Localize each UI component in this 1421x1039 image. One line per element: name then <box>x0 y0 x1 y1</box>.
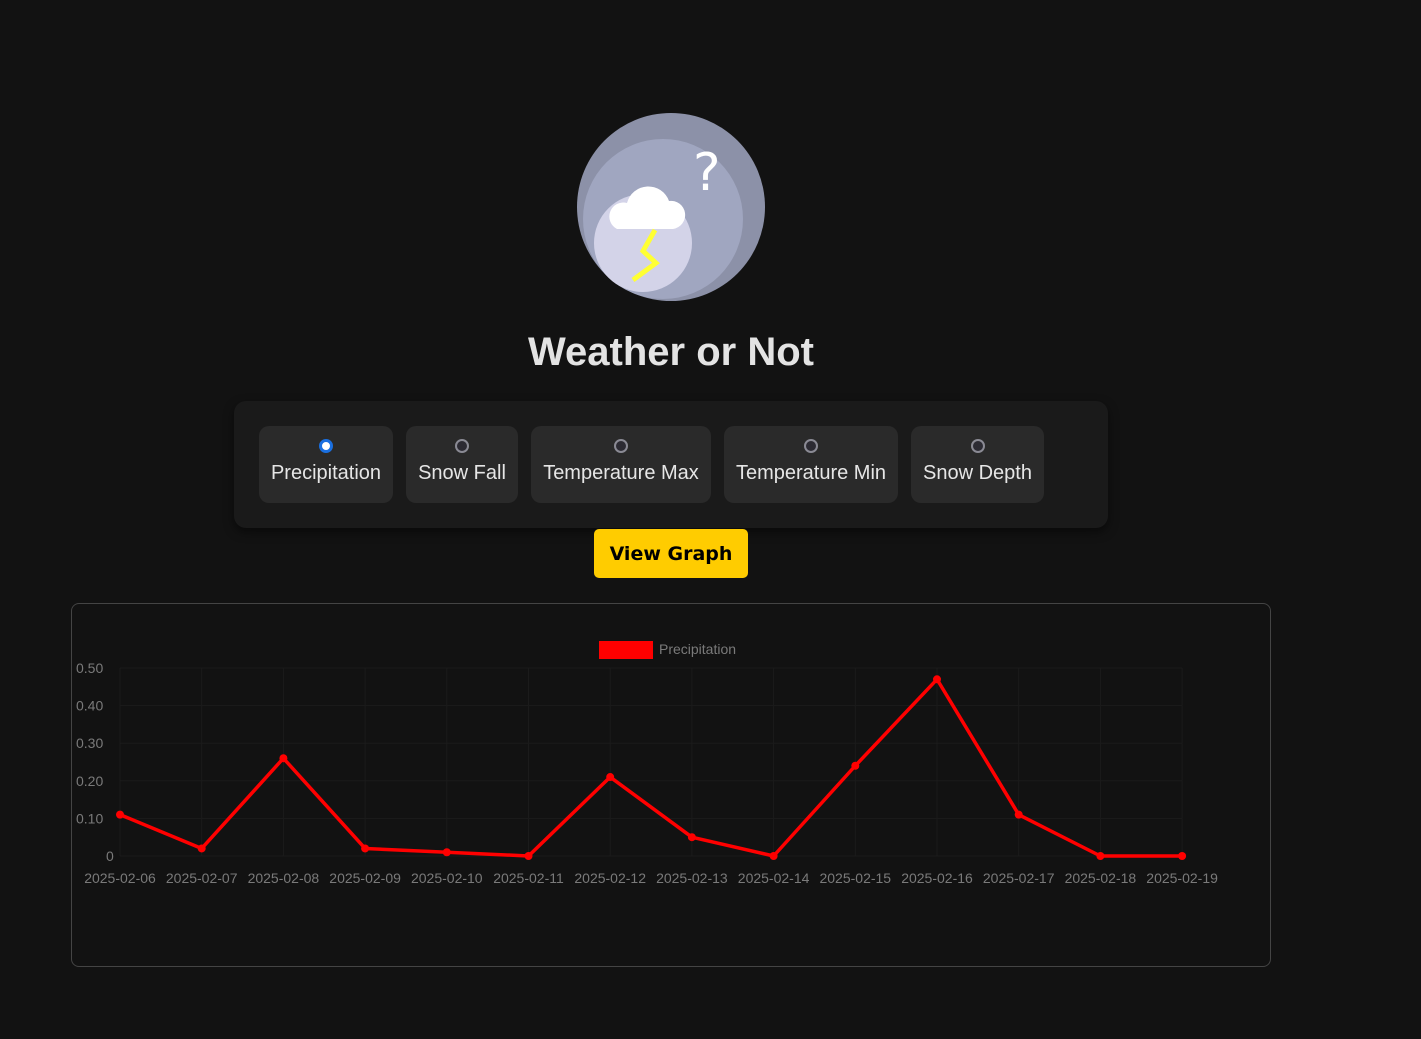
legend-label: Precipitation <box>659 641 736 657</box>
data-point[interactable] <box>1178 852 1187 860</box>
data-point[interactable] <box>197 844 206 853</box>
chart-panel: Precipitation 0 0.10 0.20 0.30 0.40 0.50 2025-… <box>71 603 1271 967</box>
x-tick-label: 2025-02-14 <box>738 870 810 886</box>
y-tick-label: 0 <box>106 848 114 864</box>
x-tick-label: 2025-02-07 <box>166 870 238 886</box>
y-tick-label: 0.40 <box>76 698 103 714</box>
x-tick-label: 2025-02-11 <box>493 870 564 886</box>
data-point[interactable] <box>851 761 860 770</box>
option-precipitation[interactable]: Precipitation <box>259 426 393 503</box>
line-chart: Precipitation 0 0.10 0.20 0.30 0.40 0.50 2025-… <box>76 641 1218 886</box>
data-point[interactable] <box>687 833 696 842</box>
radio-snow-fall[interactable] <box>455 439 469 453</box>
data-point[interactable] <box>606 773 615 782</box>
series-line-precipitation <box>119 677 1183 858</box>
option-temperature-max[interactable]: Temperature Max <box>531 426 711 503</box>
x-tick-label: 2025-02-17 <box>983 870 1055 886</box>
option-label: Temperature Max <box>543 462 699 484</box>
data-point[interactable] <box>1014 810 1023 819</box>
logo-storm-cloud-question-icon: ? <box>577 113 765 301</box>
svg-text:?: ? <box>693 143 721 203</box>
view-graph-button[interactable]: View Graph <box>594 529 748 578</box>
option-label: Precipitation <box>270 462 382 484</box>
option-label: Snow Fall <box>418 462 506 484</box>
data-point[interactable] <box>279 754 288 763</box>
legend-swatch <box>599 641 653 659</box>
x-tick-label: 2025-02-16 <box>901 870 973 886</box>
radio-snow-depth[interactable] <box>970 439 985 453</box>
option-snow-fall[interactable]: Snow Fall <box>406 426 518 503</box>
metric-radio-group: Precipitation Snow Fall Temperature Max … <box>234 401 1108 528</box>
data-point[interactable] <box>1096 852 1105 860</box>
x-tick-label: 2025-02-19 <box>1146 870 1218 886</box>
option-label: Snow Depth <box>923 462 1032 484</box>
y-tick-label: 0.30 <box>76 735 103 751</box>
option-label: Temperature Min <box>735 462 887 484</box>
x-tick-label: 2025-02-06 <box>84 870 156 886</box>
option-snow-depth[interactable]: Snow Depth <box>911 426 1044 503</box>
data-point[interactable] <box>769 852 778 860</box>
x-tick-label: 2025-02-09 <box>329 870 401 886</box>
data-point[interactable] <box>116 810 124 819</box>
data-point[interactable] <box>933 675 941 684</box>
radio-temperature-min[interactable] <box>804 439 818 453</box>
x-tick-label: 2025-02-18 <box>1065 870 1137 886</box>
x-tick-label: 2025-02-12 <box>574 870 646 886</box>
x-tick-label: 2025-02-13 <box>656 870 728 886</box>
data-point[interactable] <box>361 844 370 853</box>
data-point[interactable] <box>524 852 533 860</box>
y-tick-label: 0.50 <box>76 660 103 676</box>
page-title: Weather or Not <box>528 330 814 374</box>
x-tick-label: 2025-02-10 <box>411 870 483 886</box>
radio-temperature-max[interactable] <box>614 439 628 453</box>
y-tick-label: 0.20 <box>76 773 103 789</box>
option-temperature-min[interactable]: Temperature Min <box>724 426 898 503</box>
x-tick-label: 2025-02-15 <box>819 870 891 886</box>
x-tick-label: 2025-02-08 <box>248 870 320 886</box>
data-point[interactable] <box>442 848 451 857</box>
radio-precipitation[interactable] <box>319 439 333 453</box>
y-tick-label: 0.10 <box>76 810 103 826</box>
